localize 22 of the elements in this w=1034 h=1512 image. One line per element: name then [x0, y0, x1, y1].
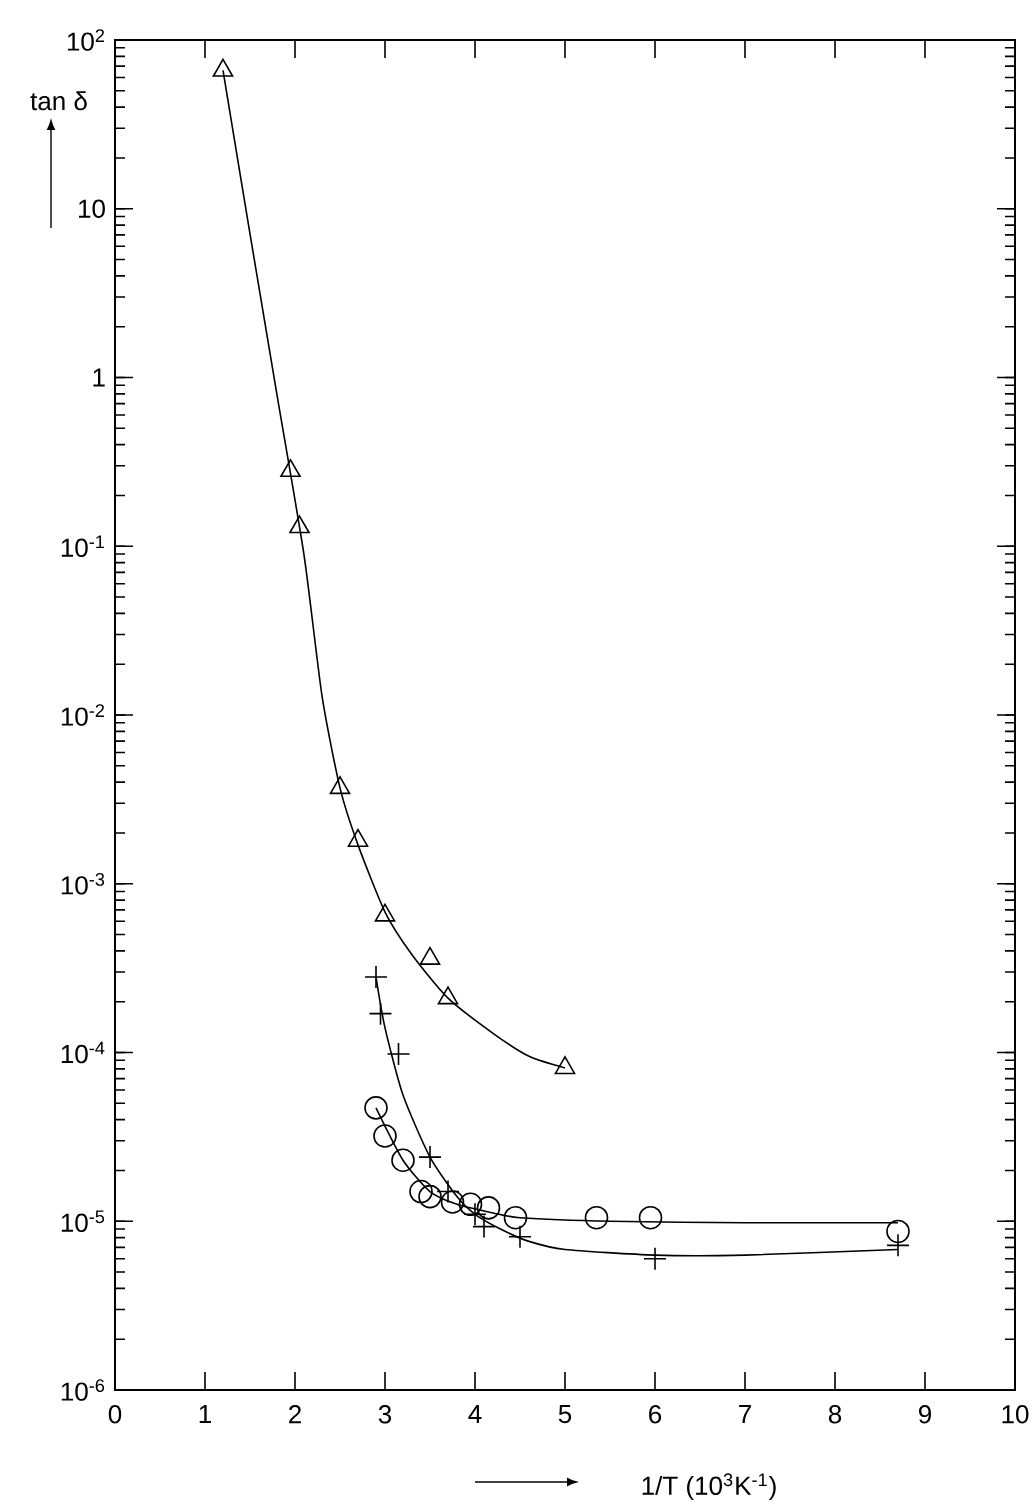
- x-tick-label: 0: [108, 1405, 122, 1424]
- y-tick-label: 10$^{2}$: [67, 29, 104, 51]
- x-tick-label: 6: [649, 1405, 662, 1424]
- x-tick-label: 1: [199, 1405, 211, 1423]
- y-axis-title: tan δ: [30, 91, 87, 111]
- y-tick-label: 10$^{-3}$: [61, 872, 105, 895]
- y-tick-label: 10$^{-1}$: [61, 535, 105, 557]
- x-axis-title: 1/T (10$^{3}$K$^{-1}$): [642, 1473, 776, 1501]
- y-tick-label: 10$^{-6}$: [61, 1379, 105, 1401]
- x-tick-label: 4: [468, 1405, 482, 1423]
- x-tick-label: 2: [289, 1405, 301, 1424]
- x-tick-label: 10: [1002, 1405, 1029, 1424]
- x-tick-label: 8: [828, 1405, 842, 1424]
- y-tick-label: 10: [78, 199, 105, 218]
- x-tick-label: 9: [918, 1405, 931, 1424]
- x-tick-label: 3: [378, 1405, 392, 1424]
- y-tick-label: 10$^{-5}$: [61, 1210, 105, 1232]
- x-tick-label: 7: [739, 1405, 751, 1423]
- y-tick-label: 10$^{-2}$: [61, 704, 104, 726]
- x-tick-label: 5: [558, 1405, 572, 1424]
- y-tick-label: 10$^{-4}$: [61, 1041, 105, 1064]
- y-tick-label: 1: [93, 368, 105, 387]
